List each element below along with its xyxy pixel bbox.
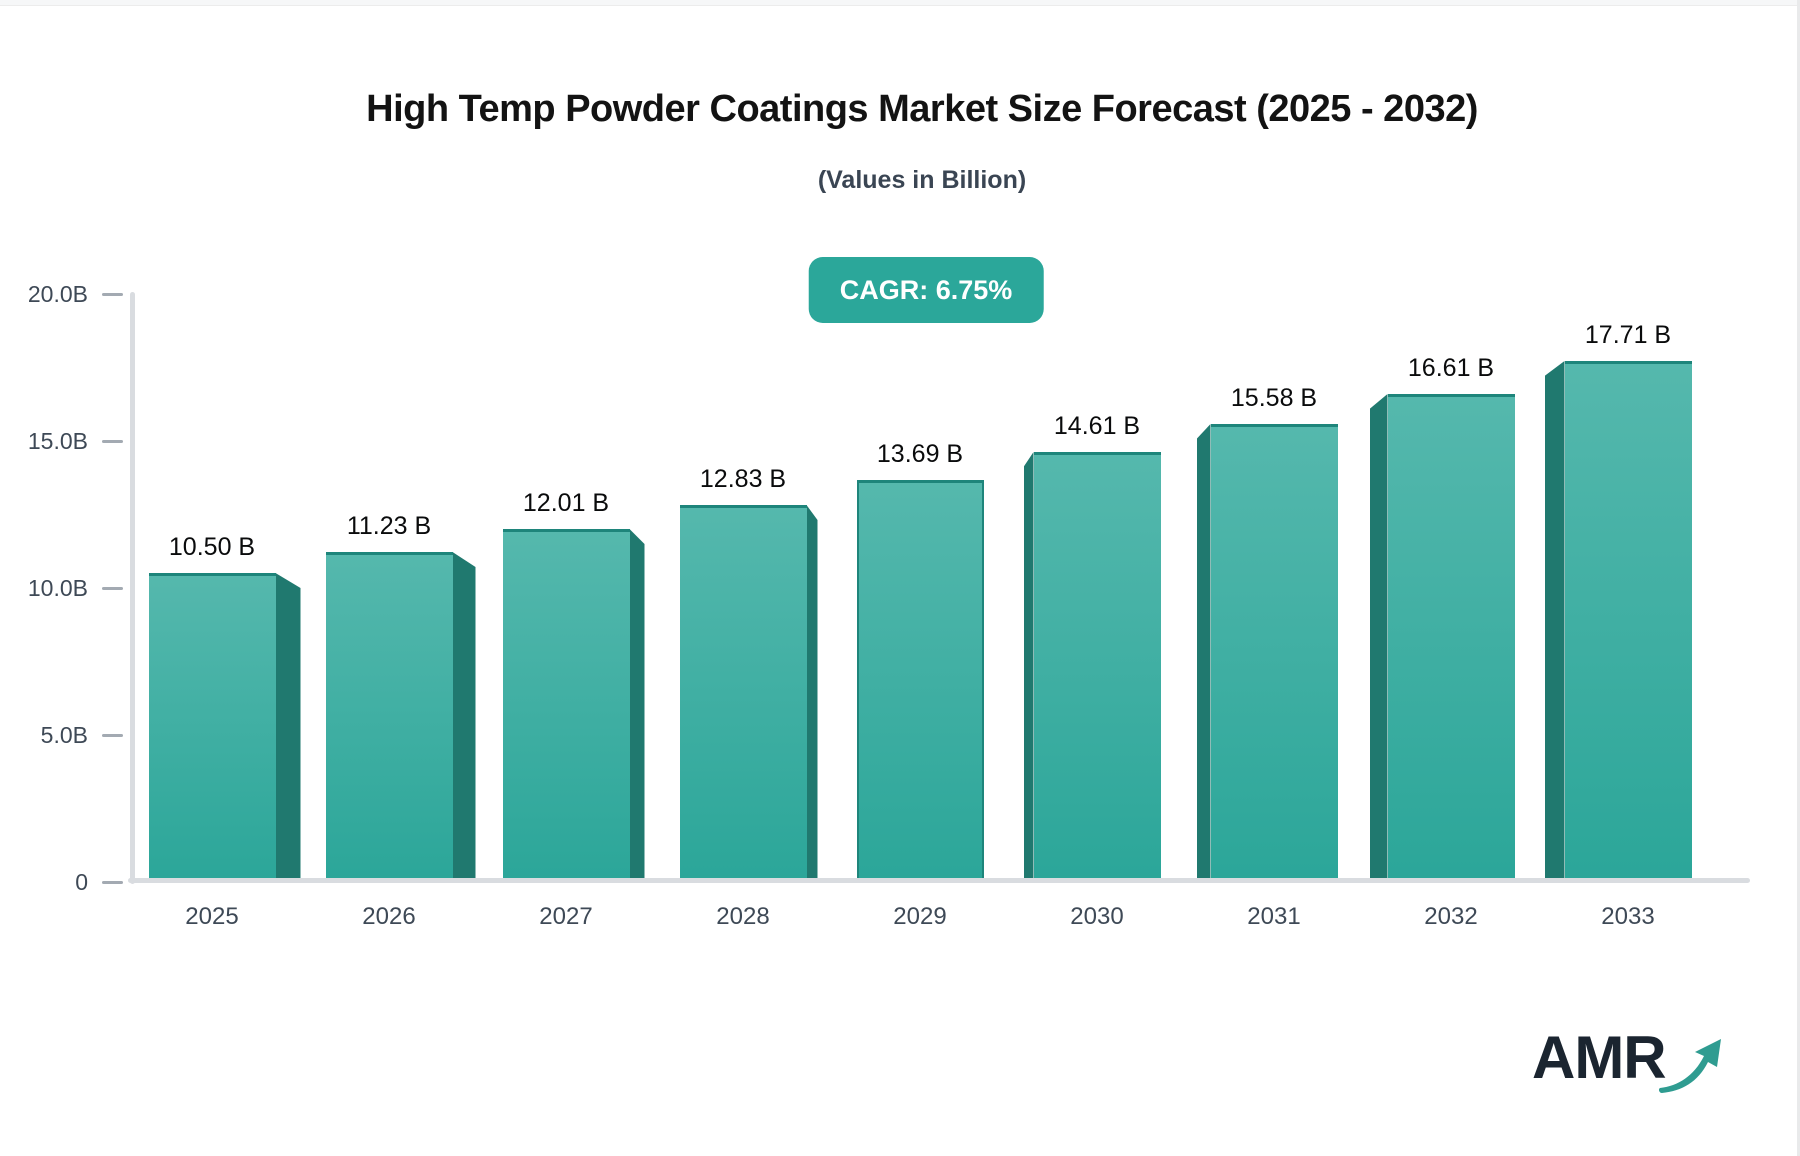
y-axis-tick-label: 15.0B (27, 428, 88, 454)
bar-2033[interactable] (1544, 361, 1692, 882)
chart-subtitle: (Values in Billion) (817, 166, 1027, 194)
x-axis-label-2030: 2030 (1070, 903, 1124, 930)
bar-face (148, 573, 276, 882)
x-axis-label-2032: 2032 (1424, 903, 1478, 930)
y-axis-tick-label: 5.0B (40, 722, 88, 748)
bar-face (1210, 424, 1338, 882)
top-edge-strip (0, 0, 1800, 6)
bar-2030[interactable] (1023, 452, 1161, 882)
bar-face (856, 480, 984, 882)
bar-2031[interactable] (1196, 424, 1338, 882)
bar-3d-side (1544, 361, 1565, 882)
bar-2025[interactable] (148, 573, 301, 882)
amr-logo-text: AMR (1532, 1024, 1667, 1091)
bar-face (502, 529, 630, 882)
bar-face (325, 552, 453, 882)
bar-2032[interactable] (1369, 394, 1515, 882)
bar-value-label-2025: 10.50 B (168, 533, 256, 561)
x-axis-line (128, 878, 1750, 883)
x-axis-label-2028: 2028 (716, 903, 770, 930)
bar-value-label-2031: 15.58 B (1230, 384, 1318, 412)
y-axis-tick-mark (102, 293, 123, 296)
bar-2026[interactable] (325, 552, 476, 882)
x-axis-label-2029: 2029 (893, 903, 947, 930)
x-axis-label-2026: 2026 (362, 903, 416, 930)
bar-face (1033, 452, 1161, 882)
y-axis-tick-label: 0 (75, 869, 88, 895)
bar-3d-side (452, 552, 476, 882)
bar-value-label-2027: 12.01 B (522, 489, 610, 517)
bar-2029[interactable] (856, 480, 984, 882)
x-axis-label-2031: 2031 (1247, 903, 1301, 930)
bar-2027[interactable] (502, 529, 645, 882)
y-axis-tick-mark (102, 881, 123, 884)
bar-3d-side (1196, 424, 1211, 882)
y-axis-tick-label: 10.0B (27, 575, 88, 601)
bar-3d-side (1023, 452, 1034, 882)
y-axis-tick-mark (102, 734, 123, 737)
bar-2028[interactable] (679, 505, 818, 882)
y-axis-tick-mark (102, 587, 123, 590)
y-axis-tick-label: 20.0B (27, 281, 88, 307)
y-axis-tick-mark (102, 440, 123, 443)
bar-face (1387, 394, 1515, 882)
bar-face (679, 505, 807, 882)
bar-value-label-2032: 16.61 B (1407, 354, 1495, 382)
x-axis-label-2025: 2025 (185, 903, 239, 930)
bar-value-label-2033: 17.71 B (1584, 321, 1672, 349)
bar-3d-side (275, 573, 301, 882)
bar-value-label-2028: 12.83 B (699, 465, 787, 493)
bar-3d-side (1369, 394, 1388, 882)
bar-value-label-2026: 11.23 B (346, 512, 432, 540)
bar-3d-side (629, 529, 645, 882)
x-axis-label-2027: 2027 (539, 903, 593, 930)
bar-value-label-2030: 14.61 B (1053, 412, 1141, 440)
y-axis-line (130, 292, 135, 884)
chart-title: High Temp Powder Coatings Market Size Fo… (366, 88, 1478, 130)
bar-face (1564, 361, 1692, 882)
right-edge-strip (1797, 0, 1800, 1156)
trend-up-arrow-icon (1658, 1039, 1721, 1093)
bar-3d-side (806, 505, 818, 882)
bar-value-label-2029: 13.69 B (876, 440, 964, 468)
cagr-badge: CAGR: 6.75% (808, 257, 1044, 323)
amr-logo: AMR (1532, 1026, 1724, 1094)
x-axis-label-2033: 2033 (1601, 903, 1655, 930)
